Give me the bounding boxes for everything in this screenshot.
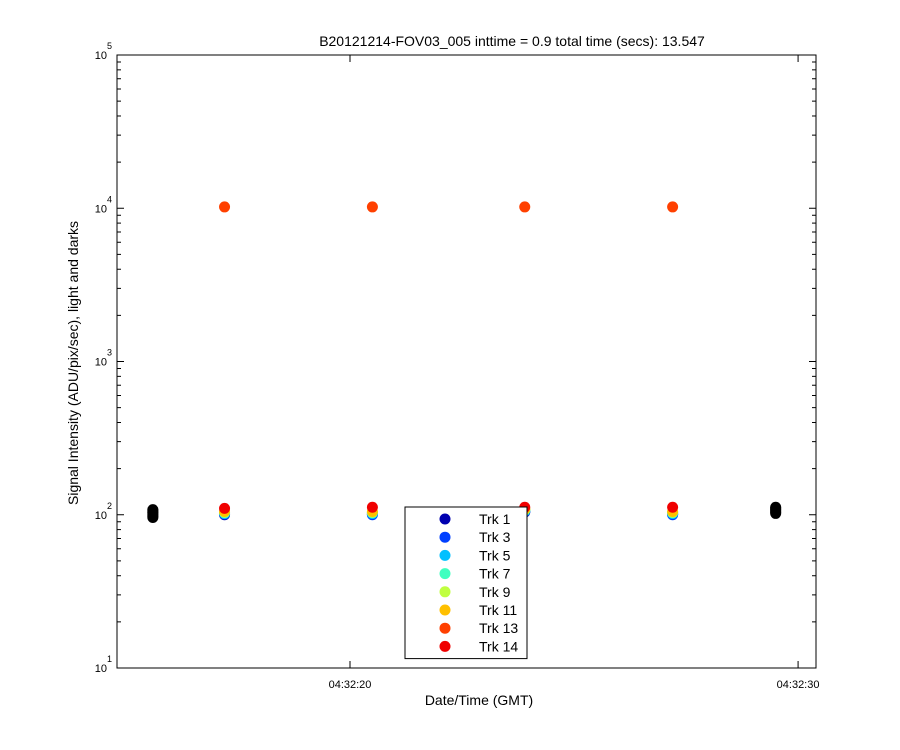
data-point [366, 201, 378, 213]
y-tick-label: 10 [95, 50, 107, 62]
y-tick-label: 10 [95, 357, 107, 369]
y-tick-exponent: 2 [107, 501, 112, 511]
y-tick-exponent: 4 [107, 194, 112, 204]
y-tick-exponent: 3 [107, 348, 112, 358]
legend-label: Trk 1 [479, 511, 511, 527]
data-point [219, 502, 231, 514]
legend-marker [439, 513, 451, 525]
y-tick-label: 10 [95, 663, 107, 675]
legend-label: Trk 7 [479, 566, 511, 582]
data-point [667, 501, 679, 513]
legend-marker [439, 622, 451, 634]
plot-frame [116, 54, 817, 669]
legend-label: Trk 14 [479, 638, 518, 654]
data-point [667, 201, 679, 213]
legend-marker [439, 604, 451, 616]
legend-label: Trk 13 [479, 620, 518, 636]
x-axis-label: Date/Time (GMT) [425, 692, 533, 708]
y-tick-exponent: 5 [107, 41, 112, 51]
dark-frames [147, 501, 782, 523]
dark-point [770, 501, 782, 513]
legend: Trk 1 Trk 3 Trk 5 Trk 7 Trk 9 Trk 11 Trk 13 Trk… [404, 506, 528, 660]
x-tick-label: 04:32:20 [329, 679, 372, 691]
legend-marker [439, 586, 451, 598]
x-tick-label: 04:32:30 [777, 679, 820, 691]
legend-label: Trk 11 [479, 602, 517, 618]
data-point [519, 201, 531, 213]
dark-point [147, 504, 159, 516]
y-tick-label: 10 [95, 510, 107, 522]
legend-box [404, 506, 528, 660]
y-tick-exponent: 1 [107, 654, 112, 664]
y-axis-label: Signal Intensity (ADU/pix/sec), light an… [65, 221, 81, 505]
legend-label: Trk 5 [479, 547, 511, 563]
y-tick-label: 10 [95, 203, 107, 215]
legend-label: Trk 3 [479, 529, 511, 545]
chart-title: B20121214-FOV03_005 inttime = 0.9 total … [319, 33, 705, 49]
legend-marker [439, 640, 451, 652]
data-point [366, 501, 378, 513]
legend-label: Trk 9 [479, 584, 511, 600]
legend-marker [439, 531, 451, 543]
data-point [219, 201, 231, 213]
legend-marker [439, 549, 451, 561]
legend-marker [439, 568, 451, 580]
